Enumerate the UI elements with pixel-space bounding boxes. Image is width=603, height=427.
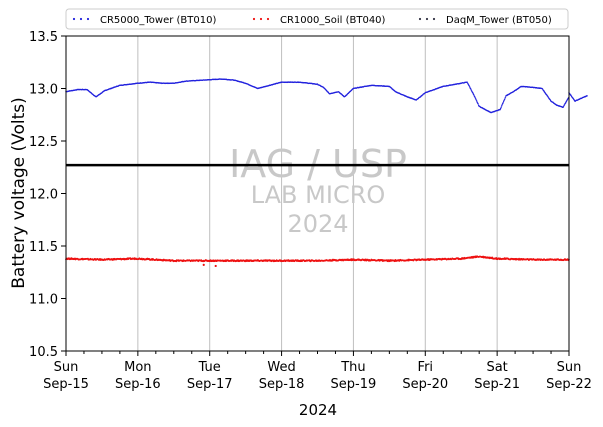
data-point <box>471 91 474 94</box>
data-point <box>477 103 479 105</box>
x-tick-label-day: Fri <box>418 360 434 375</box>
plot-area: IAG / USP LAB MICRO 2024 <box>65 35 588 352</box>
data-point <box>502 102 504 104</box>
watermark-line3: 2024 <box>287 210 348 238</box>
legend-marker <box>418 17 422 21</box>
data-point <box>504 97 506 99</box>
x-tick-label-day: Sun <box>557 360 582 375</box>
x-tick-label-day: Mon <box>124 360 151 375</box>
y-axis: 10.5 11.0 11.5 12.0 12.5 13.0 13.5 <box>29 30 66 360</box>
x-tick-label-date: Sep-21 <box>474 377 520 392</box>
y-tick-label: 11.0 <box>29 293 58 308</box>
grid <box>137 36 498 351</box>
x-axis-label: 2024 <box>299 401 337 419</box>
data-point <box>466 81 468 83</box>
series-0 <box>65 78 588 114</box>
data-point <box>562 105 565 108</box>
y-tick-label: 11.5 <box>29 240 58 255</box>
data-point <box>470 88 472 90</box>
legend-item: CR5000_Tower (BT010) <box>72 15 216 26</box>
y-tick-label: 10.5 <box>29 345 58 360</box>
data-point <box>586 95 588 97</box>
x-tick-label-day: Tue <box>198 360 221 375</box>
legend-marker <box>266 17 270 21</box>
legend-label: CR5000_Tower (BT010) <box>100 15 216 26</box>
legend-label: CR1000_Soil (BT040) <box>280 15 386 26</box>
data-point <box>474 98 477 100</box>
x-tick-label-day: Thu <box>340 360 365 375</box>
data-point <box>470 89 472 91</box>
legend-box <box>65 8 569 30</box>
legend-item: DaqM_Tower (BT050) <box>418 15 552 26</box>
x-tick-label-date: Sep-18 <box>259 377 305 392</box>
x-tick-label-date: Sep-16 <box>115 377 161 392</box>
legend: CR5000_Tower (BT010) CR1000_Soil (BT040) D… <box>65 8 569 30</box>
legend-item: CR1000_Soil (BT040) <box>252 15 386 26</box>
series-1 <box>65 255 570 268</box>
data-point <box>503 98 506 101</box>
x-axis: Sun Sep-15 Mon Sep-16 Tue Sep-17 Wed Sep-18 Thu S… <box>43 351 592 392</box>
watermark-line2: LAB MICRO <box>251 181 386 209</box>
data-point <box>469 86 471 88</box>
y-tick-label: 13.5 <box>29 30 58 45</box>
data-point <box>473 96 476 98</box>
x-tick-label-date: Sep-22 <box>546 377 592 392</box>
data-point <box>501 104 503 106</box>
x-tick-label-date: Sep-19 <box>331 377 377 392</box>
data-point <box>472 93 475 96</box>
x-tick-label-date: Sep-15 <box>43 377 89 392</box>
data-point <box>468 85 470 87</box>
data-point <box>502 100 505 103</box>
data-point <box>499 108 501 111</box>
data-point <box>563 104 566 106</box>
x-tick-label-day: Wed <box>267 360 295 375</box>
y-tick-label: 12.0 <box>29 188 58 203</box>
outlier-point <box>214 264 217 268</box>
legend-marker <box>72 17 76 21</box>
series-layer <box>65 78 588 268</box>
y-axis-label: Battery voltage (Volts) <box>9 97 29 288</box>
x-tick-label-date: Sep-20 <box>402 377 448 392</box>
data-point <box>475 99 477 101</box>
x-tick-label-day: Sat <box>486 360 507 375</box>
legend-marker <box>432 17 436 21</box>
data-point <box>500 105 503 107</box>
legend-label: DaqM_Tower (BT050) <box>446 15 552 26</box>
data-point <box>504 96 507 98</box>
watermark: IAG / USP LAB MICRO 2024 <box>229 142 407 238</box>
legend-marker <box>79 17 83 21</box>
legend-marker <box>252 17 256 21</box>
outlier-point <box>202 263 205 266</box>
x-tick-label-day: Sun <box>54 360 79 375</box>
legend-marker <box>425 17 429 21</box>
data-point <box>475 100 478 102</box>
legend-marker <box>86 17 90 21</box>
legend-marker <box>259 17 263 21</box>
data-point <box>500 106 502 109</box>
x-tick-label-date: Sep-17 <box>187 377 233 392</box>
y-tick-label: 13.0 <box>29 83 58 98</box>
y-tick-label: 12.5 <box>29 135 58 150</box>
data-point <box>499 107 502 110</box>
data-point <box>474 97 476 99</box>
